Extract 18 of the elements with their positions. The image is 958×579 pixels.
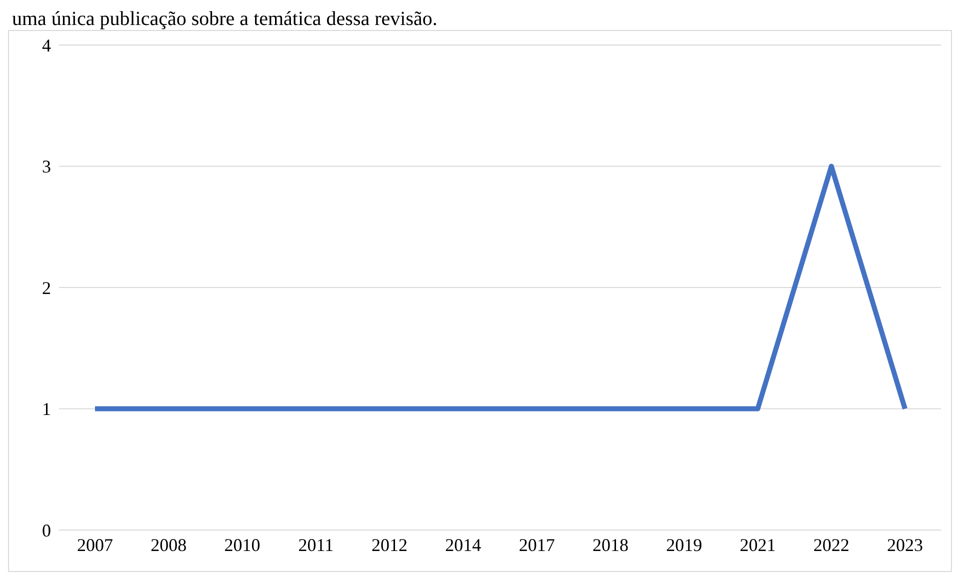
x-tick-label: 2014 bbox=[445, 534, 482, 555]
y-tick-label: 1 bbox=[42, 399, 51, 420]
x-tick-label: 2010 bbox=[224, 534, 260, 555]
x-tick-label: 2018 bbox=[592, 534, 628, 555]
y-tick-label: 3 bbox=[42, 156, 51, 177]
x-tick-label: 2021 bbox=[740, 534, 776, 555]
y-tick-label: 0 bbox=[42, 520, 51, 540]
y-tick-label: 2 bbox=[42, 278, 51, 298]
x-tick-label: 2008 bbox=[150, 534, 187, 555]
x-tick-label: 2023 bbox=[887, 534, 923, 555]
x-tick-label: 2019 bbox=[666, 534, 702, 555]
x-tick-label: 2022 bbox=[813, 534, 850, 555]
text: uma única publicação sobre a temática dessa revisão. bbox=[12, 8, 438, 30]
x-tick-label: 2012 bbox=[372, 534, 408, 555]
x-tick-label: 2011 bbox=[298, 534, 334, 555]
x-tick-label: 2017 bbox=[518, 534, 555, 555]
y-tick-label: 4 bbox=[42, 35, 51, 56]
x-tick-label: 2007 bbox=[77, 534, 113, 555]
